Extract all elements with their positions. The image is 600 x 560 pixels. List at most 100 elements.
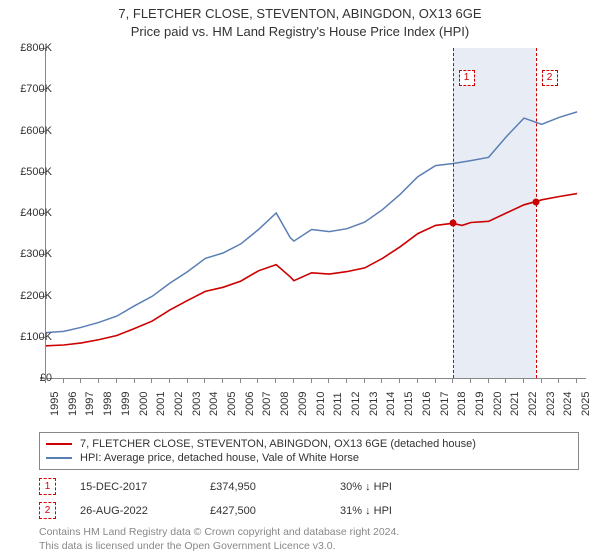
down-arrow-icon: ↓ bbox=[365, 505, 371, 517]
ytick-label: £100K bbox=[4, 331, 52, 343]
sale-pct-vs-hpi: 30% ↓ HPI bbox=[340, 481, 470, 493]
xtick bbox=[98, 378, 99, 383]
chart-frame: 7, FLETCHER CLOSE, STEVENTON, ABINGDON, … bbox=[0, 0, 600, 560]
sale-badge-icon: 2 bbox=[39, 502, 56, 519]
xtick bbox=[311, 378, 312, 383]
xtick-label: 1997 bbox=[84, 392, 96, 416]
ytick-label: £600K bbox=[4, 125, 52, 137]
xtick bbox=[346, 378, 347, 383]
xtick bbox=[80, 378, 81, 383]
xtick-label: 2007 bbox=[261, 392, 273, 416]
legend-label-hpi: HPI: Average price, detached house, Vale… bbox=[80, 452, 359, 464]
ytick-label: £500K bbox=[4, 166, 52, 178]
xtick bbox=[576, 378, 577, 383]
legend-swatch-hpi bbox=[46, 457, 72, 459]
xtick bbox=[169, 378, 170, 383]
xtick-label: 1999 bbox=[120, 392, 132, 416]
xtick-label: 2019 bbox=[474, 392, 486, 416]
series-property bbox=[46, 194, 577, 346]
xtick bbox=[63, 378, 64, 383]
marker-badge-icon: 1 bbox=[459, 70, 475, 86]
xtick-label: 2003 bbox=[191, 392, 203, 416]
xtick-label: 2013 bbox=[368, 392, 380, 416]
ytick-label: £300K bbox=[4, 248, 52, 260]
xtick bbox=[435, 378, 436, 383]
xtick-label: 1995 bbox=[49, 392, 61, 416]
xtick bbox=[558, 378, 559, 383]
sale-badge-icon: 1 bbox=[39, 478, 56, 495]
sale-price: £374,950 bbox=[210, 481, 340, 493]
xtick-label: 2014 bbox=[385, 392, 397, 416]
xtick-label: 2021 bbox=[509, 392, 521, 416]
xtick-label: 2022 bbox=[527, 392, 539, 416]
marker-badge-icon: 2 bbox=[542, 70, 558, 86]
plot-area: 12 bbox=[45, 48, 586, 379]
sale-row-1: 1 15-DEC-2017 £374,950 30% ↓ HPI bbox=[39, 478, 579, 495]
xtick bbox=[45, 378, 46, 383]
down-arrow-icon: ↓ bbox=[365, 481, 371, 493]
footer-line1: Contains HM Land Registry data © Crown c… bbox=[39, 526, 579, 540]
xtick-label: 2002 bbox=[173, 392, 185, 416]
xtick bbox=[417, 378, 418, 383]
xtick bbox=[523, 378, 524, 383]
legend-label-property: 7, FLETCHER CLOSE, STEVENTON, ABINGDON, … bbox=[80, 438, 476, 450]
xtick-label: 2008 bbox=[279, 392, 291, 416]
xtick-label: 2011 bbox=[332, 392, 344, 416]
xtick bbox=[505, 378, 506, 383]
xtick-label: 2015 bbox=[403, 392, 415, 416]
marker-dot-icon bbox=[449, 220, 456, 227]
xtick-label: 2005 bbox=[226, 392, 238, 416]
xtick-label: 2024 bbox=[562, 392, 574, 416]
legend-row: 7, FLETCHER CLOSE, STEVENTON, ABINGDON, … bbox=[46, 437, 572, 451]
footer-attribution: Contains HM Land Registry data © Crown c… bbox=[39, 526, 579, 553]
xtick bbox=[204, 378, 205, 383]
xtick bbox=[134, 378, 135, 383]
xtick bbox=[381, 378, 382, 383]
ytick-label: £400K bbox=[4, 207, 52, 219]
xtick bbox=[187, 378, 188, 383]
xtick bbox=[293, 378, 294, 383]
xtick-label: 2000 bbox=[138, 392, 150, 416]
xtick bbox=[116, 378, 117, 383]
marker-vline bbox=[453, 48, 454, 378]
marker-dot-icon bbox=[532, 198, 539, 205]
xtick-label: 2010 bbox=[315, 392, 327, 416]
chart-title-line2: Price paid vs. HM Land Registry's House … bbox=[0, 24, 600, 39]
xtick-label: 2001 bbox=[155, 392, 167, 416]
xtick bbox=[328, 378, 329, 383]
xtick bbox=[240, 378, 241, 383]
ytick-label: £700K bbox=[4, 83, 52, 95]
xtick-label: 2012 bbox=[350, 392, 362, 416]
xtick bbox=[275, 378, 276, 383]
xtick-label: 2009 bbox=[297, 392, 309, 416]
xtick-label: 1998 bbox=[102, 392, 114, 416]
xtick bbox=[257, 378, 258, 383]
xtick-label: 2025 bbox=[580, 392, 592, 416]
sale-pct-vs-hpi: 31% ↓ HPI bbox=[340, 505, 470, 517]
xtick-label: 2006 bbox=[244, 392, 256, 416]
xtick bbox=[399, 378, 400, 383]
ytick-label: £200K bbox=[4, 290, 52, 302]
xtick-label: 2020 bbox=[492, 392, 504, 416]
sale-row-2: 2 26-AUG-2022 £427,500 31% ↓ HPI bbox=[39, 502, 579, 519]
marker-vline bbox=[536, 48, 537, 378]
ytick-label: £800K bbox=[4, 42, 52, 54]
xtick-label: 2023 bbox=[545, 392, 557, 416]
series-hpi bbox=[46, 112, 577, 333]
xtick bbox=[364, 378, 365, 383]
xtick bbox=[470, 378, 471, 383]
xtick bbox=[488, 378, 489, 383]
legend-box: 7, FLETCHER CLOSE, STEVENTON, ABINGDON, … bbox=[39, 432, 579, 470]
chart-title-line1: 7, FLETCHER CLOSE, STEVENTON, ABINGDON, … bbox=[0, 6, 600, 21]
xtick-label: 2016 bbox=[421, 392, 433, 416]
xtick-label: 1996 bbox=[67, 392, 79, 416]
legend-row: HPI: Average price, detached house, Vale… bbox=[46, 451, 572, 465]
legend-swatch-property bbox=[46, 443, 72, 445]
sale-date: 26-AUG-2022 bbox=[80, 505, 210, 517]
xtick bbox=[222, 378, 223, 383]
footer-line2: This data is licensed under the Open Gov… bbox=[39, 540, 579, 554]
plot-svg bbox=[46, 48, 586, 378]
xtick-label: 2017 bbox=[439, 392, 451, 416]
xtick bbox=[151, 378, 152, 383]
xtick-label: 2018 bbox=[456, 392, 468, 416]
